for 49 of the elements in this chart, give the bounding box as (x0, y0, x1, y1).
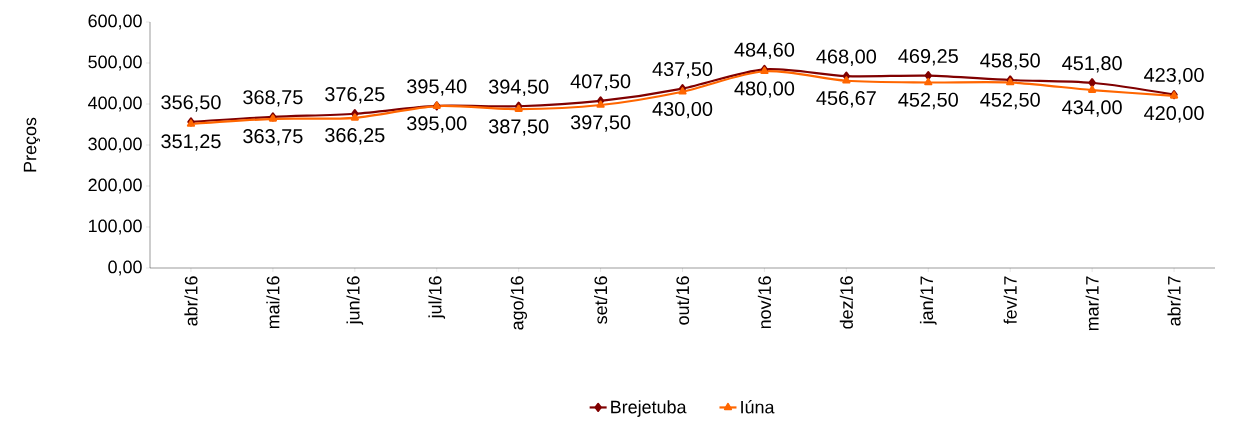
x-tick-label: mai/16 (266, 276, 280, 329)
y-tick-label: 100,00 (89, 219, 142, 235)
y-tick-label: 600,00 (88, 14, 142, 30)
x-tick-label: abr/16 (184, 276, 198, 326)
data-label: 452,50 (980, 92, 1040, 110)
x-tick-label: nov/16 (757, 276, 772, 329)
x-tick-label: dez/16 (839, 276, 853, 329)
data-label: 451,80 (1062, 56, 1122, 73)
x-tick-label: set/16 (593, 276, 608, 324)
legend-label: Iúna (741, 400, 775, 414)
data-label: 387,50 (488, 119, 549, 136)
data-label: 437,50 (652, 61, 713, 79)
x-tick-label: fev/17 (1003, 276, 1017, 325)
data-label: 423,00 (1144, 67, 1204, 85)
x-tick-label: jun/16 (346, 276, 364, 325)
x-tick-label: jul/16 (428, 276, 446, 319)
data-label: 430,00 (652, 101, 713, 119)
x-tick-label: out/16 (675, 276, 690, 325)
data-label: 368,75 (243, 90, 303, 107)
data-label: 452,50 (898, 92, 958, 110)
x-tick-label: jan/17 (919, 276, 937, 325)
y-tick-label: 400,00 (88, 96, 142, 112)
x-tick-label: ago/16 (510, 276, 528, 330)
x-tick-label: mar/17 (1085, 276, 1099, 331)
data-label: 484,60 (734, 42, 795, 60)
data-label: 395,00 (407, 116, 467, 133)
x-tick-label: abr/17 (1167, 276, 1181, 326)
data-label: 468,00 (816, 49, 877, 66)
y-axis-title: Preços (23, 117, 40, 172)
data-label: 434,00 (1062, 100, 1122, 117)
data-label: 376,25 (325, 87, 385, 104)
data-label: 469,25 (898, 48, 958, 66)
data-label: 395,40 (407, 79, 467, 96)
data-label: 397,50 (570, 115, 631, 132)
data-label: 456,67 (816, 90, 876, 108)
data-label: 420,00 (1144, 106, 1204, 123)
data-label: 356,50 (161, 95, 221, 112)
data-label: 458,50 (980, 53, 1040, 70)
y-tick-label: 0,00 (108, 260, 142, 276)
data-label: 394,50 (488, 79, 549, 97)
data-label: 351,25 (161, 134, 221, 151)
y-tick-label: 500,00 (88, 55, 142, 71)
data-label: 363,75 (243, 129, 303, 146)
data-label: 366,25 (325, 128, 385, 145)
legend-label: Brejetuba (611, 400, 687, 417)
data-label: 407,50 (570, 74, 631, 91)
data-label: 480,00 (734, 81, 795, 98)
y-tick-label: 200,00 (88, 178, 142, 194)
y-tick-label: 300,00 (88, 137, 142, 153)
